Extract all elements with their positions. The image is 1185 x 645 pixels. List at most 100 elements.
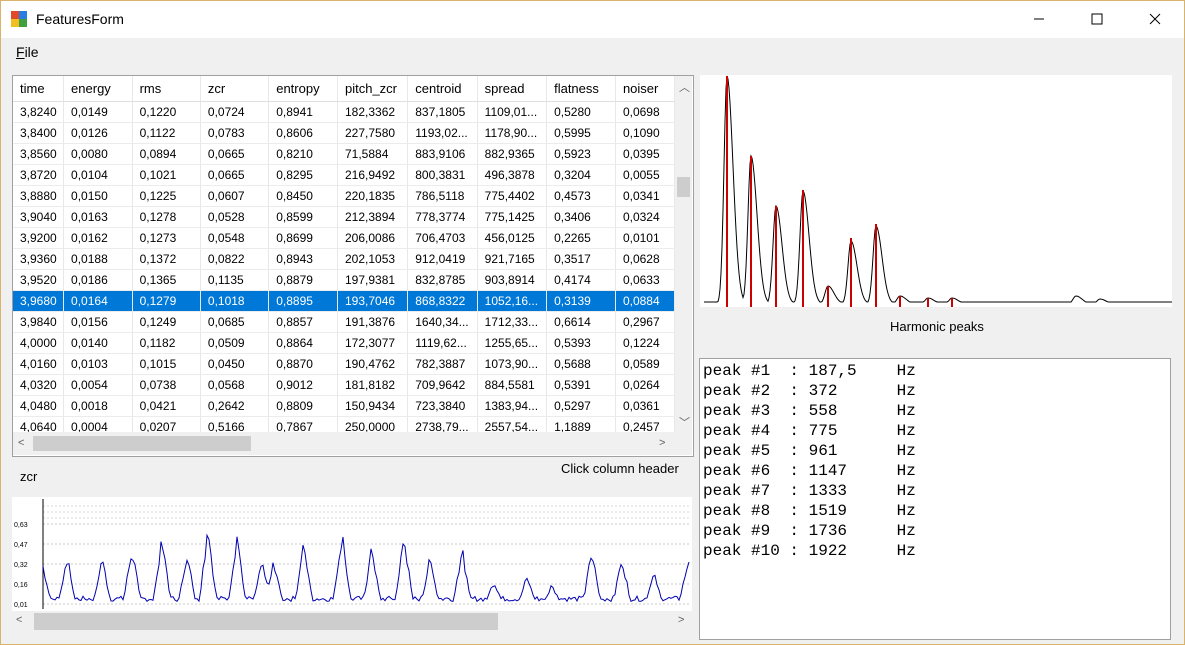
table-row[interactable]: 3,8560 0,0080 0,0894 0,0665 0,8210 71,5884 883… — [13, 143, 675, 165]
cell-spread[interactable]: 1255,65... — [477, 332, 548, 354]
cell-pitch_zcr[interactable]: 193,7046 — [337, 290, 409, 312]
scroll-left-icon[interactable]: < — [18, 437, 25, 449]
cell-pitch_zcr[interactable]: 227,7580 — [337, 122, 409, 144]
cell-zcr[interactable]: 0,0724 — [200, 101, 270, 123]
cell-flatness[interactable]: 1,1889 — [546, 416, 616, 432]
cell-zcr[interactable]: 0,5166 — [200, 416, 270, 432]
cell-energy[interactable]: 0,0150 — [63, 185, 133, 207]
cell-noiser[interactable]: 0,2457 — [615, 416, 675, 432]
cell-rms[interactable]: 0,1279 — [132, 290, 201, 312]
cell-flatness[interactable]: 0,4174 — [546, 269, 616, 291]
cell-energy[interactable]: 0,0054 — [63, 374, 133, 396]
cell-flatness[interactable]: 0,5297 — [546, 395, 616, 417]
cell-flatness[interactable]: 0,5688 — [546, 353, 616, 375]
cell-zcr[interactable]: 0,0548 — [200, 227, 270, 249]
cell-noiser[interactable]: 0,2967 — [615, 311, 675, 333]
cell-flatness[interactable]: 0,6614 — [546, 311, 616, 333]
column-header-rms[interactable]: rms — [132, 76, 201, 102]
cell-energy[interactable]: 0,0162 — [63, 227, 133, 249]
cell-time[interactable]: 3,8240 — [13, 101, 65, 123]
cell-entropy[interactable]: 0,8879 — [268, 269, 338, 291]
cell-flatness[interactable]: 0,3517 — [546, 248, 616, 270]
cell-centroid[interactable]: 912,0419 — [407, 248, 478, 270]
cell-energy[interactable]: 0,0004 — [63, 416, 133, 432]
table-row[interactable]: 3,8880 0,0150 0,1225 0,0607 0,8450 220,1835 78… — [13, 185, 675, 207]
column-header-entropy[interactable]: entropy — [268, 76, 338, 102]
cell-spread[interactable]: 1712,33... — [477, 311, 548, 333]
cell-flatness[interactable]: 0,5393 — [546, 332, 616, 354]
cell-energy[interactable]: 0,0140 — [63, 332, 133, 354]
cell-time[interactable]: 3,8560 — [13, 143, 65, 165]
cell-rms[interactable]: 0,1225 — [132, 185, 201, 207]
cell-centroid[interactable]: 1193,02... — [407, 122, 478, 144]
cell-zcr[interactable]: 0,0665 — [200, 143, 270, 165]
column-header-centroid[interactable]: centroid — [407, 76, 478, 102]
chart-scroll-right-icon[interactable]: > — [678, 614, 685, 626]
table-row[interactable]: 3,9520 0,0186 0,1365 0,1135 0,8879 197,9381 83… — [13, 269, 675, 291]
cell-centroid[interactable]: 883,9106 — [407, 143, 478, 165]
cell-centroid[interactable]: 706,4703 — [407, 227, 478, 249]
cell-spread[interactable]: 1178,90... — [477, 122, 548, 144]
table-row[interactable]: 4,0320 0,0054 0,0738 0,0568 0,9012 181,8182 70… — [13, 374, 675, 396]
cell-noiser[interactable]: 0,0628 — [615, 248, 675, 270]
cell-noiser[interactable]: 0,0264 — [615, 374, 675, 396]
chart-scroll-left-icon[interactable]: < — [16, 614, 23, 626]
table-row[interactable]: 3,9840 0,0156 0,1249 0,0685 0,8857 191,3876 16… — [13, 311, 675, 333]
cell-flatness[interactable]: 0,3139 — [546, 290, 616, 312]
cell-noiser[interactable]: 0,0361 — [615, 395, 675, 417]
cell-zcr[interactable]: 0,0509 — [200, 332, 270, 354]
cell-time[interactable]: 3,8720 — [13, 164, 65, 186]
cell-zcr[interactable]: 0,0568 — [200, 374, 270, 396]
cell-centroid[interactable]: 778,3774 — [407, 206, 478, 228]
minimize-button[interactable] — [1010, 0, 1068, 38]
cell-pitch_zcr[interactable]: 190,4762 — [337, 353, 409, 375]
cell-energy[interactable]: 0,0163 — [63, 206, 133, 228]
scroll-down-icon[interactable]: ﹀ — [679, 417, 690, 429]
table-row[interactable]: 3,9040 0,0163 0,1278 0,0528 0,8599 212,3894 77… — [13, 206, 675, 228]
cell-entropy[interactable]: 0,8295 — [268, 164, 338, 186]
cell-spread[interactable]: 1052,16... — [477, 290, 548, 312]
cell-noiser[interactable]: 0,0395 — [615, 143, 675, 165]
cell-spread[interactable]: 1109,01... — [477, 101, 548, 123]
cell-centroid[interactable]: 1640,34... — [407, 311, 478, 333]
cell-centroid[interactable]: 800,3831 — [407, 164, 478, 186]
column-header-noiser[interactable]: noiser — [615, 76, 675, 102]
cell-time[interactable]: 3,9520 — [13, 269, 65, 291]
table-row[interactable]: 4,0160 0,0103 0,1015 0,0450 0,8870 190,4762 78… — [13, 353, 675, 375]
cell-spread[interactable]: 1073,90... — [477, 353, 548, 375]
cell-noiser[interactable]: 0,0324 — [615, 206, 675, 228]
column-header-flatness[interactable]: flatness — [546, 76, 616, 102]
cell-flatness[interactable]: 0,5280 — [546, 101, 616, 123]
grid-vertical-scrollbar[interactable]: ︿ ﹀ — [675, 76, 692, 432]
cell-centroid[interactable]: 709,9642 — [407, 374, 478, 396]
cell-time[interactable]: 3,9200 — [13, 227, 65, 249]
peaks-list[interactable]: peak #1 : 187,5 Hz peak #2 : 372 Hz peak #3 … — [699, 358, 1171, 640]
cell-zcr[interactable]: 0,0783 — [200, 122, 270, 144]
cell-noiser[interactable]: 0,1090 — [615, 122, 675, 144]
cell-entropy[interactable]: 0,8809 — [268, 395, 338, 417]
cell-rms[interactable]: 0,1122 — [132, 122, 201, 144]
cell-time[interactable]: 3,8400 — [13, 122, 65, 144]
features-grid[interactable]: time energy rms zcr entropy pitch_zcr centroid… — [12, 75, 694, 457]
cell-spread[interactable]: 903,8914 — [477, 269, 548, 291]
menu-file[interactable]: File — [16, 44, 39, 60]
cell-pitch_zcr[interactable]: 216,9492 — [337, 164, 409, 186]
cell-rms[interactable]: 0,1365 — [132, 269, 201, 291]
cell-zcr[interactable]: 0,1018 — [200, 290, 270, 312]
cell-flatness[interactable]: 0,2265 — [546, 227, 616, 249]
cell-time[interactable]: 4,0640 — [13, 416, 65, 432]
cell-rms[interactable]: 0,0894 — [132, 143, 201, 165]
chart-horizontal-scrollbar[interactable]: < > — [12, 611, 692, 631]
cell-energy[interactable]: 0,0186 — [63, 269, 133, 291]
column-header-time[interactable]: time — [13, 76, 65, 102]
cell-pitch_zcr[interactable]: 202,1053 — [337, 248, 409, 270]
cell-pitch_zcr[interactable]: 191,3876 — [337, 311, 409, 333]
cell-rms[interactable]: 0,1372 — [132, 248, 201, 270]
cell-spread[interactable]: 456,0125 — [477, 227, 548, 249]
cell-spread[interactable]: 1383,94... — [477, 395, 548, 417]
cell-zcr[interactable]: 0,1135 — [200, 269, 270, 291]
cell-entropy[interactable]: 0,9012 — [268, 374, 338, 396]
cell-energy[interactable]: 0,0104 — [63, 164, 133, 186]
cell-energy[interactable]: 0,0126 — [63, 122, 133, 144]
cell-pitch_zcr[interactable]: 250,0000 — [337, 416, 409, 432]
